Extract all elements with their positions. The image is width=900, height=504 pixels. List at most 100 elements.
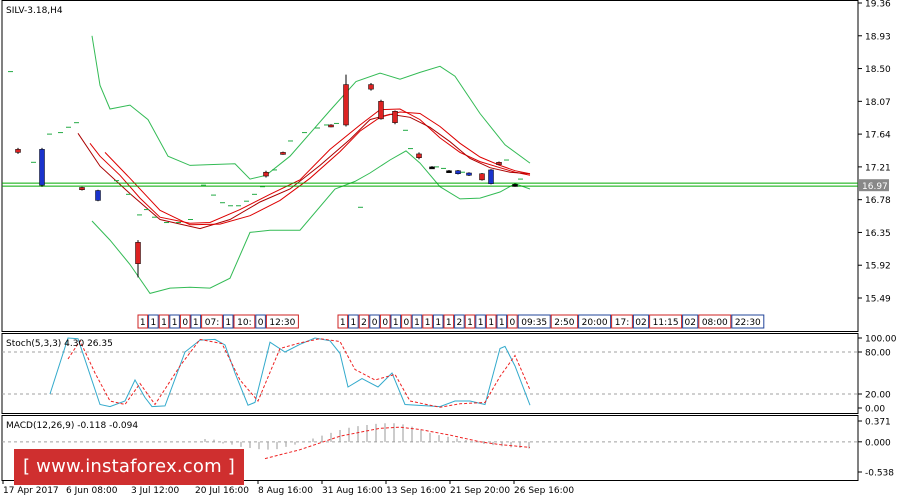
macd-axis-label: -0.538 — [865, 469, 894, 479]
stoch-title: Stoch(5,3,3) 4.30 26.35 — [6, 339, 113, 349]
session-label-right-box — [369, 314, 380, 329]
session-label-right-box — [390, 314, 402, 329]
session-label-right-label: 02 — [635, 318, 646, 328]
time-axis-label: 31 Aug 16:00 — [322, 486, 383, 496]
session-label-right-box — [422, 314, 433, 329]
session-label-right-label: 1 — [467, 318, 473, 328]
price-axis-label: 17.64 — [865, 131, 891, 141]
main-panel-frame — [1, 0, 859, 332]
time-axis-label: 13 Sep 16:00 — [386, 486, 446, 496]
macd-axis-label: 0.000 — [865, 438, 891, 448]
session-label-right-box — [432, 314, 444, 329]
session-label-right-box — [578, 314, 612, 329]
session-label-right-box — [698, 314, 732, 329]
session-label-left-label: 10: — [237, 318, 251, 328]
session-label-right-box — [682, 314, 699, 329]
session-label-right-label: 1 — [340, 318, 346, 328]
ma-mid-line — [77, 113, 531, 230]
session-label-right-box — [649, 314, 683, 329]
bollinger-lower-line — [91, 150, 531, 294]
session-label-right-box — [485, 314, 497, 329]
candle-body — [496, 162, 502, 165]
session-label-right-box — [507, 314, 518, 329]
session-label-right-box — [337, 314, 349, 329]
candle-body — [39, 149, 45, 186]
session-label-left-box — [137, 314, 149, 329]
session-label-right-label: 1 — [435, 318, 441, 328]
session-label-right-box — [464, 314, 476, 329]
session-label-right-label: 2 — [361, 318, 367, 328]
session-label-right-label: 0 — [404, 318, 410, 328]
price-axis-label: 16.35 — [865, 229, 891, 239]
session-label-right-label: 1 — [351, 318, 357, 328]
time-axis-label: 8 Aug 16:00 — [258, 486, 313, 496]
session-label-left-box — [179, 314, 191, 329]
session-label-right-label: 1 — [499, 318, 505, 328]
session-label-right-box — [632, 314, 650, 329]
price-axis-label: 16.78 — [865, 196, 891, 206]
time-axis-label: 17 Apr 2017 — [3, 486, 59, 496]
session-label-left-box — [158, 314, 170, 329]
candle-body — [135, 242, 141, 264]
session-label-right-label: 17: — [615, 318, 629, 328]
price-axis-label: 18.93 — [865, 32, 891, 42]
session-label-left-box — [265, 314, 299, 329]
session-label-left-label: 1 — [140, 318, 146, 328]
session-label-left-label: 07: — [205, 318, 219, 328]
session-label-right-box — [411, 314, 423, 329]
candle-body — [446, 170, 452, 173]
price-axis-label: 17.21 — [865, 163, 891, 173]
stoch-axis-label: 80.00 — [865, 349, 891, 359]
session-label-left-label: 1 — [193, 318, 199, 328]
session-label-right-box — [550, 314, 579, 329]
stoch-axis-label: 0.00 — [865, 405, 885, 415]
price-axis-label: 19.36 — [865, 0, 891, 10]
session-label-right-label: 2:50 — [554, 318, 574, 328]
stoch-main-line — [49, 337, 531, 408]
candle-body — [488, 169, 494, 184]
session-label-right-label: 11:15 — [653, 318, 679, 328]
candle-body — [392, 110, 398, 123]
candle-body — [416, 153, 422, 158]
time-axis-label: 20 Jul 16:00 — [195, 486, 249, 496]
candle-body — [479, 173, 485, 181]
session-label-right-label: 1 — [478, 318, 484, 328]
session-label-right-box — [611, 314, 633, 329]
session-label-right-label: 1 — [488, 318, 494, 328]
ma-slow-line — [104, 111, 531, 226]
macd-axis-label: 0.371 — [865, 418, 891, 428]
session-label-right-label: 1 — [446, 318, 452, 328]
candle-body — [15, 149, 21, 153]
price-axis-label: 18.07 — [865, 98, 891, 108]
session-label-left-box — [233, 314, 256, 329]
stoch-axis-label: 100.00 — [865, 335, 897, 345]
session-label-right-label: 0 — [372, 318, 378, 328]
macd-panel-frame — [1, 415, 859, 481]
session-label-right-box — [358, 314, 370, 329]
candle-body — [455, 170, 461, 174]
candle-body — [280, 152, 286, 155]
candle-body — [328, 124, 334, 128]
candle-body — [466, 172, 472, 176]
ma-fast-line — [89, 108, 531, 224]
macd-title: MACD(12,26,9) -0.118 -0.094 — [6, 421, 138, 431]
session-label-right-label: 22:30 — [735, 318, 761, 328]
stoch-signal-line — [67, 338, 531, 408]
session-label-right-box — [401, 314, 412, 329]
time-axis-label: 21 Sep 20:00 — [450, 486, 510, 496]
session-label-left-box — [222, 314, 234, 329]
candle-body — [512, 184, 518, 187]
session-label-left-box — [190, 314, 202, 329]
candle-body — [429, 166, 435, 170]
time-axis-label: 6 Jun 08:00 — [66, 486, 118, 496]
stoch-panel-frame — [1, 333, 859, 414]
current-price-box — [859, 179, 889, 192]
session-label-right-label: 2 — [457, 318, 463, 328]
session-label-right-box — [348, 314, 359, 329]
time-axis-label: 3 Jul 12:00 — [131, 486, 180, 496]
session-label-right-box — [454, 314, 465, 329]
session-label-right-box — [443, 314, 455, 329]
price-axis-label: 18.50 — [865, 65, 891, 75]
session-label-left-label: 1 — [225, 318, 231, 328]
